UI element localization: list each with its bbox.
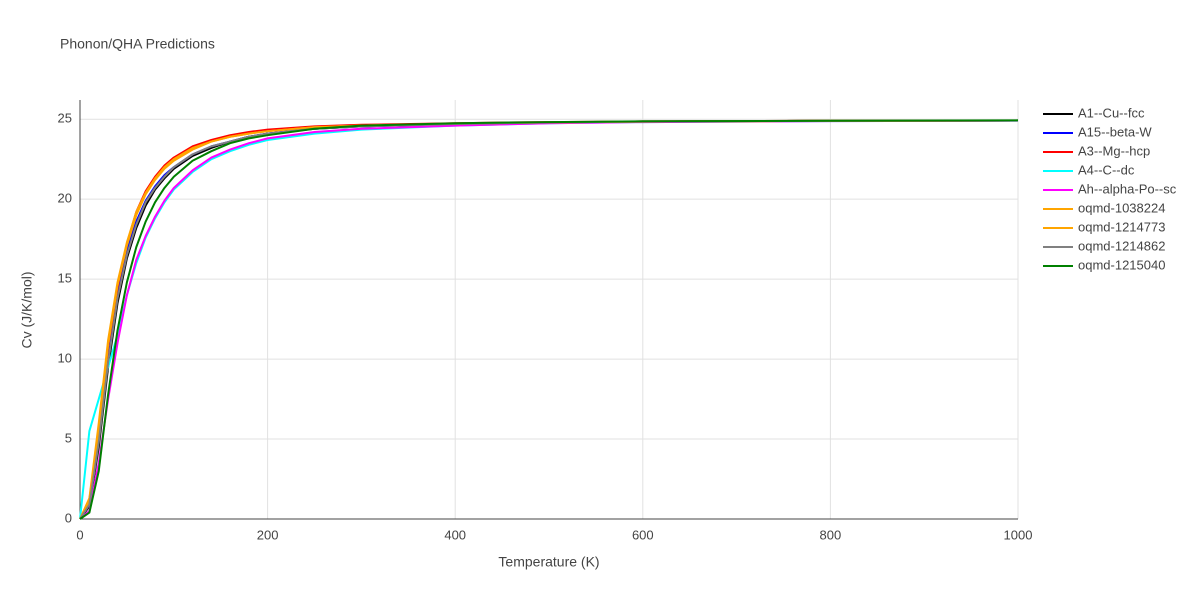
legend-label: A1--Cu--fcc — [1078, 105, 1145, 120]
x-tick-label: 1000 — [1004, 527, 1033, 542]
y-tick-label: 0 — [65, 510, 72, 525]
series-line — [79, 119, 1019, 520]
legend-label: A4--C--dc — [1078, 162, 1135, 177]
series-line — [79, 119, 1019, 520]
series-line — [79, 119, 1019, 520]
legend-label: Ah--alpha-Po--sc — [1078, 181, 1177, 196]
legend-label: A3--Mg--hcp — [1078, 143, 1150, 158]
series-line — [79, 119, 1019, 520]
legend-label: oqmd-1215040 — [1078, 257, 1165, 272]
x-tick-label: 600 — [632, 527, 654, 542]
x-tick-label: 400 — [444, 527, 466, 542]
x-tick-label: 800 — [820, 527, 842, 542]
x-axis-title: Temperature (K) — [498, 554, 599, 570]
legend-label: oqmd-1038224 — [1078, 200, 1165, 215]
legend-label: A15--beta-W — [1078, 124, 1152, 139]
x-tick-label: 200 — [257, 527, 279, 542]
x-tick-label: 0 — [76, 527, 83, 542]
y-tick-label: 20 — [58, 191, 72, 206]
legend-label: oqmd-1214773 — [1078, 219, 1165, 234]
series-line — [79, 119, 1019, 520]
y-tick-label: 25 — [58, 111, 72, 126]
chart-title: Phonon/QHA Predictions — [60, 36, 215, 52]
y-axis-title: Cv (J/K/mol) — [19, 272, 35, 349]
y-tick-label: 15 — [58, 271, 72, 286]
series-line — [79, 119, 1019, 520]
series-line — [79, 119, 1019, 520]
legend-label: oqmd-1214862 — [1078, 238, 1165, 253]
y-tick-label: 10 — [58, 351, 72, 366]
series-line — [79, 119, 1019, 520]
series-line — [79, 119, 1019, 520]
y-tick-label: 5 — [65, 430, 72, 445]
